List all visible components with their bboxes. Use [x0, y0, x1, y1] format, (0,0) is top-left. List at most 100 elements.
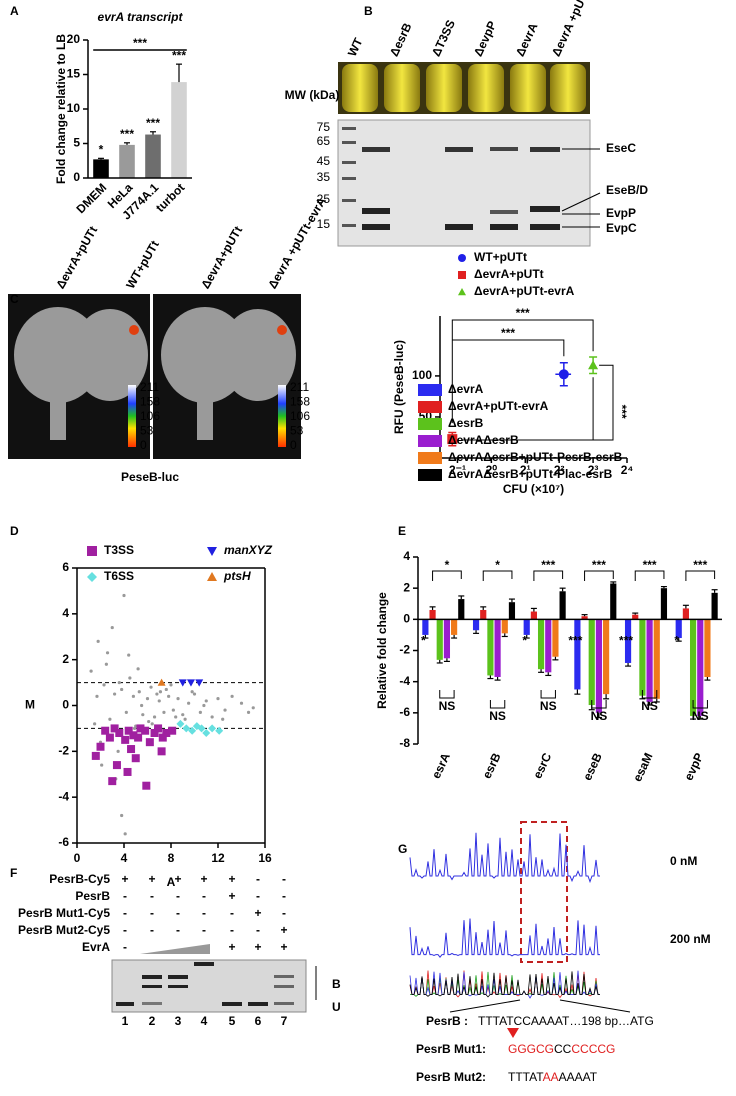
y-tick-label: -6 — [58, 835, 69, 849]
sign: + — [174, 872, 181, 886]
signal-spot — [277, 325, 287, 335]
fish-tail — [50, 400, 66, 440]
point — [182, 724, 191, 733]
bar — [603, 619, 610, 695]
significance: *** — [619, 634, 633, 648]
panel-letter: D — [10, 524, 19, 538]
legend-swatch — [418, 435, 442, 447]
x-tick-label: esrA — [429, 750, 453, 780]
bar — [581, 616, 588, 620]
band — [142, 985, 162, 988]
bracket — [489, 700, 506, 709]
x-tick-label: 2⁰ — [486, 463, 498, 477]
y-tick-label: -6 — [399, 705, 410, 719]
tubes — [342, 64, 586, 112]
sign: - — [150, 889, 154, 903]
bar — [552, 619, 559, 657]
panel-letter: A — [10, 4, 19, 18]
lane-number: 1 — [122, 1014, 129, 1028]
bar — [610, 583, 617, 620]
mw-value: 15 — [317, 217, 331, 231]
point — [223, 708, 227, 712]
fish — [14, 307, 296, 440]
point — [110, 625, 114, 630]
signal-spot — [129, 325, 139, 335]
line — [559, 999, 631, 1013]
legend-label: ΔevrA+pUTt-evrA — [448, 399, 549, 413]
bar — [646, 619, 653, 702]
point — [145, 738, 154, 747]
point — [116, 749, 120, 753]
sign: - — [282, 889, 286, 903]
sequence: TTTATAAAAAAT — [508, 1070, 598, 1084]
bracket — [432, 570, 462, 581]
fish-tail — [197, 400, 213, 440]
sign: - — [256, 872, 260, 886]
point — [204, 699, 208, 703]
point — [89, 669, 93, 673]
scale-label: 53 — [140, 424, 154, 438]
bracket — [462, 364, 614, 441]
point — [131, 694, 135, 698]
band — [222, 1002, 242, 1006]
x-tick-label: 2⁴ — [621, 463, 634, 477]
point — [102, 683, 106, 687]
significance: *** — [146, 116, 160, 130]
point — [230, 694, 234, 698]
tube — [468, 64, 504, 112]
point — [129, 731, 138, 740]
significance: NS — [439, 699, 456, 713]
y-axis-label: Relative fold change — [375, 592, 389, 709]
band — [490, 147, 518, 151]
point — [96, 639, 100, 643]
point — [174, 715, 178, 719]
bar — [494, 619, 501, 677]
significance: *** — [592, 558, 606, 572]
gel-bands — [342, 127, 560, 230]
band-label: EvpC — [606, 221, 637, 235]
point — [181, 713, 185, 717]
band — [248, 1002, 268, 1006]
point — [112, 761, 121, 770]
significance: *** — [120, 127, 134, 141]
image-caption: PeseB-luc — [121, 470, 179, 484]
image-label: ΔevrA +pUTt-evrA — [265, 194, 329, 291]
scale-label: 53 — [290, 424, 304, 438]
point — [188, 726, 197, 735]
row-label: PesrB — [75, 889, 110, 903]
lane-label: ΔevpP — [471, 19, 499, 59]
image-label: ΔevrA+pUTt — [53, 224, 100, 291]
x-axis-label: A — [167, 875, 176, 889]
point — [216, 697, 220, 701]
point — [127, 653, 131, 657]
x-tick-label: 4 — [121, 851, 128, 865]
point — [157, 678, 166, 686]
point — [150, 722, 154, 726]
band — [362, 224, 390, 230]
point — [91, 751, 100, 760]
point — [162, 710, 166, 714]
ladder-band — [342, 224, 356, 227]
x-tick-label: evpP — [681, 751, 706, 783]
band-label: EseC — [606, 141, 636, 155]
sign: + — [254, 906, 261, 920]
bar — [574, 619, 581, 690]
sign: + — [121, 872, 128, 886]
significance: * — [445, 558, 450, 572]
bar — [487, 619, 494, 676]
sign: - — [230, 923, 234, 937]
legend-label: WT+pUTt — [474, 250, 527, 264]
connector — [449, 999, 631, 1013]
mw-value: 25 — [317, 192, 331, 206]
point — [202, 729, 211, 737]
significance: *** — [501, 326, 515, 340]
row-label: PesrB-Cy5 — [49, 872, 110, 886]
band — [490, 210, 518, 214]
legend-label: ΔesrB — [448, 416, 484, 430]
y-tick-label: 4 — [62, 606, 69, 620]
ladder-band — [342, 161, 356, 164]
legend-label: T6SS — [104, 569, 134, 583]
band — [168, 985, 188, 988]
point — [137, 690, 141, 694]
point — [192, 692, 197, 696]
